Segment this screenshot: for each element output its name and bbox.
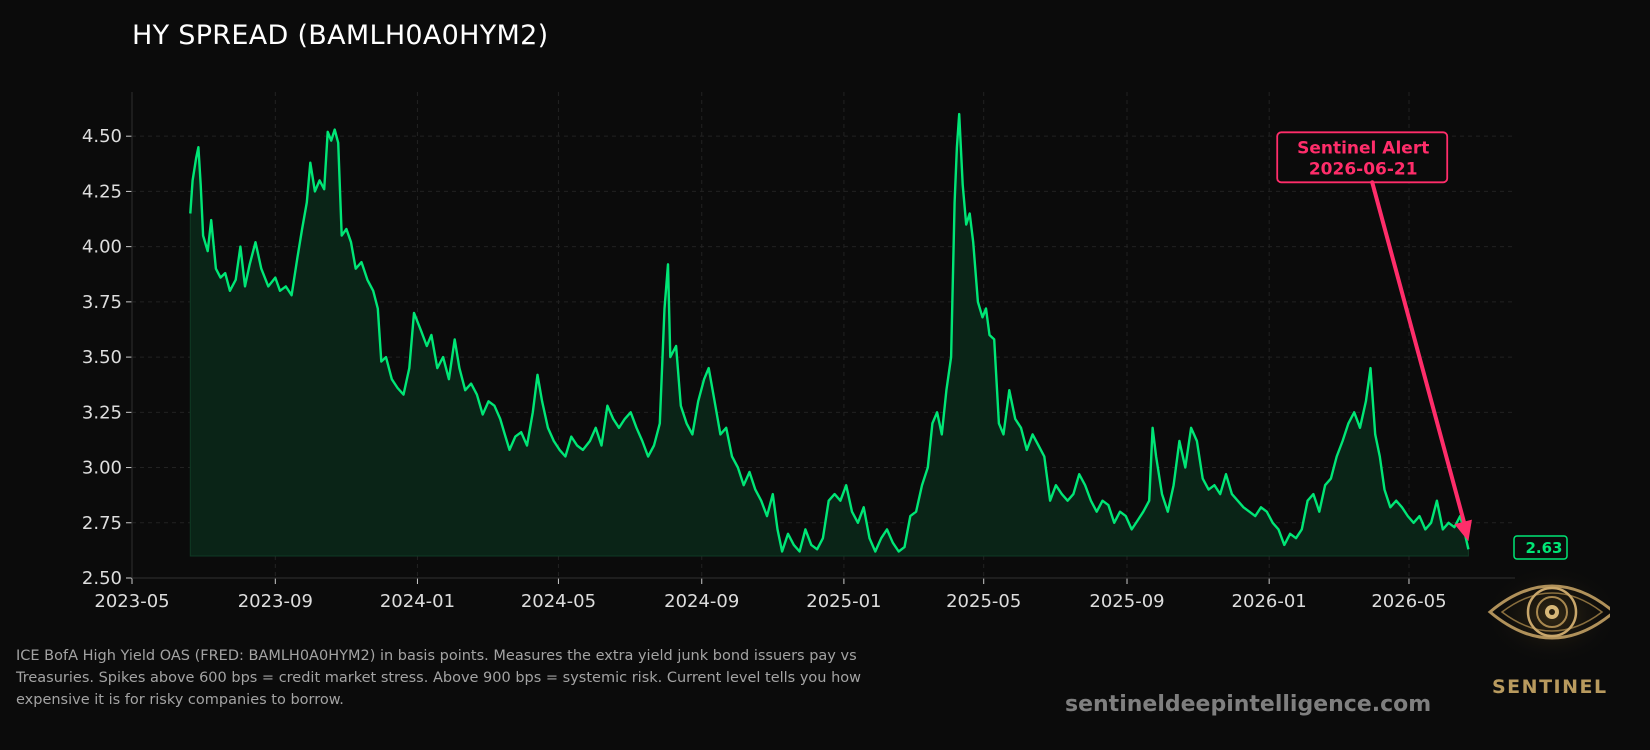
alert-label-box <box>1276 131 1449 184</box>
axis-layer: 2.50 2.75 3.00 3.25 3.50 3.75 4.00 4.25 4.50 2023… <box>82 92 1515 612</box>
alert-label-text: Sentinel Alert <box>1297 138 1429 158</box>
x-tick-label: 2023-05 <box>94 591 169 612</box>
y-tick-label: 3.25 <box>82 402 122 423</box>
alert-arrow-head <box>1454 519 1472 542</box>
series-layer <box>189 112 1470 557</box>
y-tick-label: 3.75 <box>82 292 122 313</box>
x-tick-label: 2024-01 <box>380 591 455 612</box>
x-tick-label: 2025-09 <box>1089 591 1164 612</box>
logo-wordmark: SENTINEL <box>1492 676 1608 698</box>
site-url[interactable]: sentineldeepintelligence.com <box>1065 692 1432 717</box>
alert-label-text: 2026-06-21 <box>1309 159 1418 179</box>
x-tick-label: 2024-05 <box>521 591 596 612</box>
chart-title: HY SPREAD (BAMLH0A0HYM2) <box>132 20 549 51</box>
x-tick-label: 2026-01 <box>1232 591 1307 612</box>
x-tick-label: 2024-09 <box>664 591 739 612</box>
y-tick-label: 3.00 <box>82 458 122 479</box>
last-value-badge <box>1513 535 1568 560</box>
y-tick-label: 4.00 <box>82 237 122 258</box>
y-tick-label: 4.25 <box>82 181 122 202</box>
x-tick-label: 2023-09 <box>238 591 313 612</box>
y-tick-label: 2.50 <box>82 568 122 589</box>
series-line <box>189 112 1470 553</box>
alert-arrow <box>1370 180 1468 530</box>
y-tick-label: 2.75 <box>82 513 122 534</box>
chart-caption: ICE BofA High Yield OAS (FRED: BAMLH0A0H… <box>16 648 862 708</box>
x-tick-label: 2026-05 <box>1371 591 1446 612</box>
eye-icon <box>1484 565 1610 665</box>
y-tick-label: 3.50 <box>82 347 122 368</box>
y-tick-label: 4.50 <box>82 126 122 147</box>
last-value-label: 2.63 <box>1525 539 1562 557</box>
x-tick-label: 2025-05 <box>946 591 1021 612</box>
x-tick-label: 2025-01 <box>806 591 881 612</box>
series-area <box>189 114 1469 557</box>
